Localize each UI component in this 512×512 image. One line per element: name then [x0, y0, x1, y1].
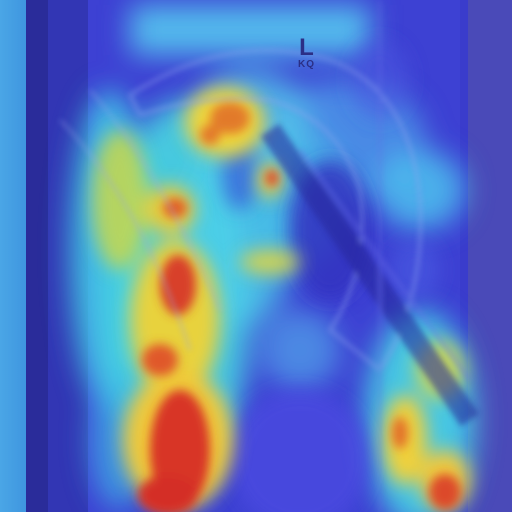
side-marker-letter: L	[299, 34, 314, 61]
side-marker: L KQ	[298, 36, 315, 70]
left-border-band	[0, 0, 26, 512]
dark-strip-left	[26, 0, 48, 512]
right-edge	[460, 0, 468, 512]
red-peak-regions	[138, 102, 461, 512]
side-marker-initials: KQ	[298, 59, 315, 70]
anatomy-outline	[59, 0, 480, 512]
